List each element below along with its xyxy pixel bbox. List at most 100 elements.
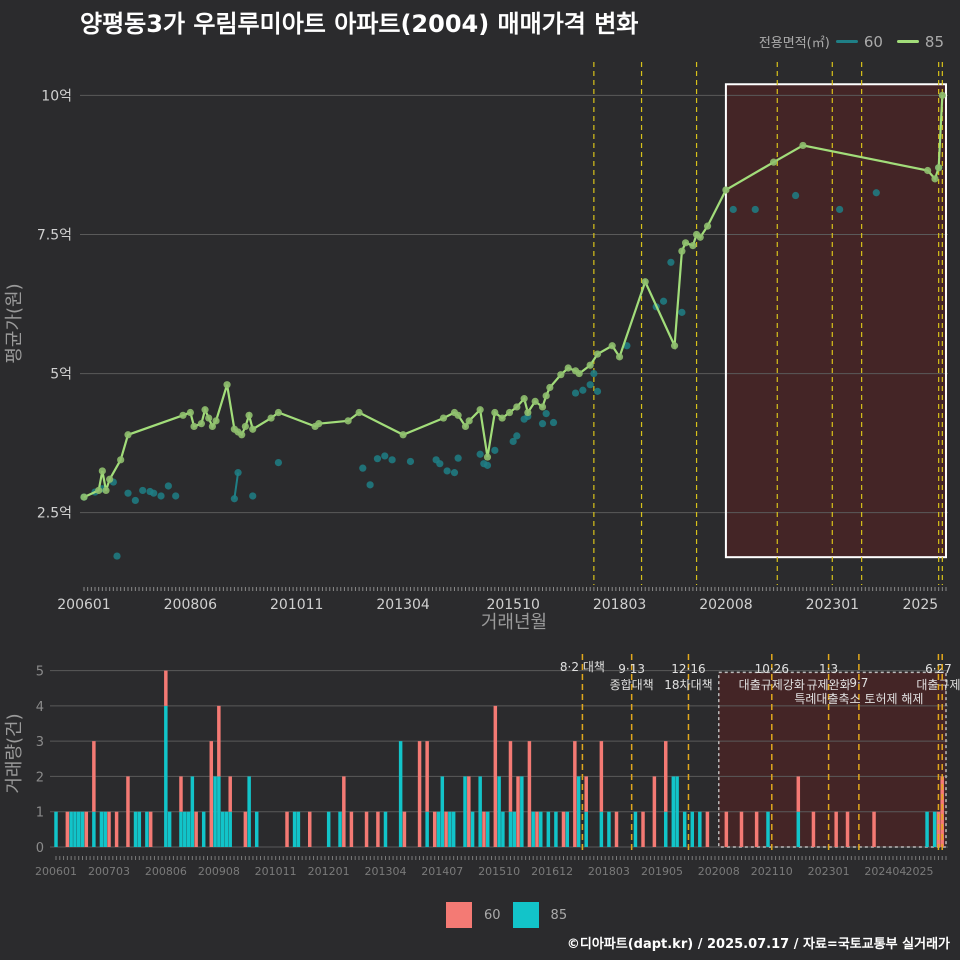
event-label: 18차대책 [664, 677, 712, 692]
source-credit: ©디아파트(dapt.kr) / 2025.07.17 / 자료=국토교통부 실… [566, 937, 950, 952]
point-60 [483, 461, 492, 469]
point-85 [355, 408, 363, 417]
y-tick-label: 10억 [41, 88, 72, 104]
volume-x-tick-label: 201011 [255, 865, 297, 878]
bar-85 [201, 811, 206, 847]
point-85 [524, 408, 532, 417]
bar-85 [92, 811, 96, 847]
volume-x-tick-label: 200703 [88, 865, 130, 878]
point-85 [670, 342, 679, 350]
point-85 [575, 369, 583, 378]
point-85 [465, 417, 473, 425]
bar-60 [179, 776, 183, 812]
y-tick-label: 2.5억 [37, 506, 72, 522]
volume-x-tick-label: 200908 [198, 865, 240, 878]
point-85 [520, 395, 528, 403]
bar-85 [436, 811, 441, 847]
bar-60 [599, 741, 604, 812]
bar-60 [535, 811, 539, 847]
point-60 [792, 191, 800, 200]
x-tick-label: 201011 [270, 597, 323, 613]
point-85 [542, 392, 550, 400]
bar-85 [383, 811, 388, 847]
volume-x-tick-label: 202404 [864, 865, 906, 878]
bar-85 [796, 811, 801, 847]
bar-85 [486, 811, 490, 847]
bar-60 [285, 811, 289, 847]
point-60 [836, 205, 844, 214]
bar-85 [213, 776, 217, 847]
point-60 [150, 489, 158, 497]
point-85 [483, 453, 492, 461]
volume-y-tick-label: 1 [36, 806, 44, 821]
bar-60 [754, 811, 759, 847]
volume-x-tick-label: 201304 [364, 865, 406, 878]
bar-85 [633, 811, 638, 847]
bar-85 [167, 811, 172, 847]
point-85 [249, 425, 257, 433]
bar-85 [451, 811, 456, 847]
y-axis-label: 평균가(원) [4, 283, 25, 363]
point-85 [117, 456, 125, 464]
point-85 [696, 233, 704, 241]
volume-y-tick-label: 0 [36, 841, 44, 856]
volume-x-tick-label: 202008 [698, 865, 740, 878]
bar-85 [326, 811, 331, 847]
point-85 [538, 403, 547, 411]
bar-85 [698, 811, 702, 847]
bar-60 [724, 811, 729, 847]
bar-60 [664, 741, 668, 812]
point-85 [641, 278, 649, 286]
y-tick-label: 7.5억 [37, 227, 72, 243]
bar-60 [84, 811, 89, 847]
bar-85 [576, 776, 581, 847]
event-label: 10·26 [755, 662, 789, 676]
point-85 [689, 242, 697, 250]
point-60 [593, 387, 602, 395]
point-60 [157, 492, 165, 500]
point-85 [190, 422, 198, 431]
point-60 [131, 496, 139, 505]
bar-85 [925, 811, 929, 847]
point-85 [546, 383, 554, 392]
point-60 [513, 432, 521, 440]
point-85 [238, 431, 246, 439]
bar-85 [599, 811, 604, 847]
bar-60 [705, 811, 710, 847]
volume-x-tick-label: 202110 [751, 865, 793, 878]
point-60 [388, 456, 396, 464]
bar-85 [183, 811, 187, 847]
bar-85 [478, 776, 482, 847]
point-85 [212, 417, 220, 425]
event-label: 8·2 대책 [560, 659, 605, 674]
bar-60 [209, 741, 214, 847]
volume-x-tick-label: 200601 [35, 865, 77, 878]
volume-y-tick-label: 3 [36, 735, 44, 750]
x-tick-label: 200601 [57, 597, 110, 613]
point-60 [172, 492, 180, 500]
x-axis-label: 거래년월 [481, 612, 547, 633]
volume-x-tick-label: 200806 [145, 865, 187, 878]
point-85 [124, 431, 132, 439]
bar-60 [641, 811, 645, 847]
point-85 [245, 411, 253, 419]
point-60 [476, 450, 484, 458]
event-label: 9·13 [618, 662, 645, 676]
volume-x-tick-label: 201612 [531, 865, 573, 878]
legend-box-label-85: 85 [550, 907, 568, 923]
bottom-legend: 60 85 [446, 902, 567, 928]
bar-85 [296, 811, 301, 847]
bar-85 [463, 776, 467, 847]
point-85 [505, 408, 514, 417]
point-60 [249, 492, 257, 500]
bar-60 [845, 811, 850, 847]
bar-60 [308, 811, 312, 847]
volume-y-axis-label: 거래량(건) [4, 713, 25, 793]
point-85 [476, 406, 484, 414]
bar-85 [682, 811, 687, 847]
point-60 [366, 481, 374, 489]
event-label: 대출규제강화 [739, 678, 805, 692]
event-label: 1·3 [819, 662, 838, 676]
bar-85 [607, 811, 611, 847]
bar-60 [402, 811, 407, 847]
